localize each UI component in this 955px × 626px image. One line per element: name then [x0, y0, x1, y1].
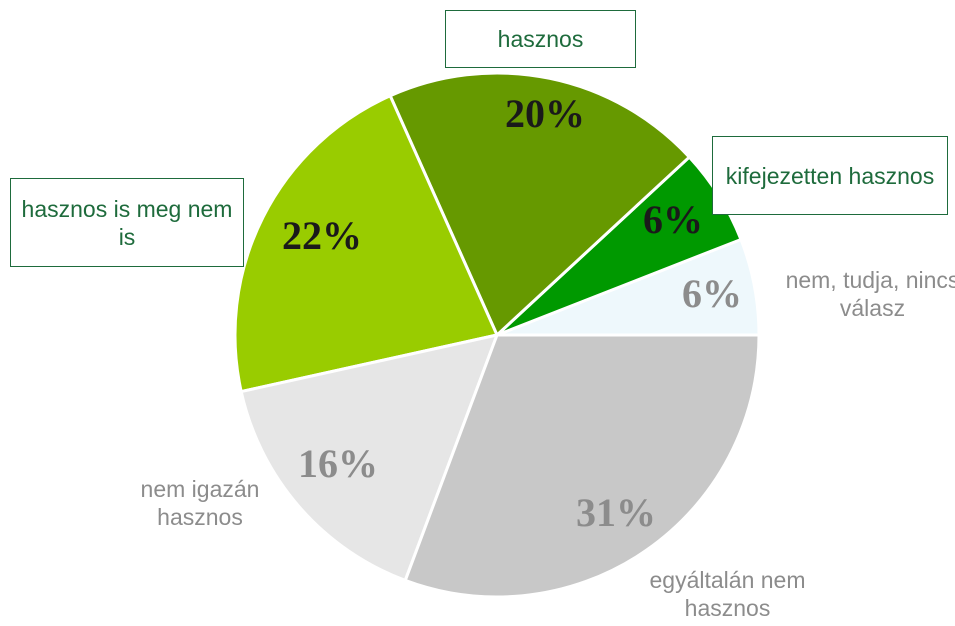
- category-label: hasznos is meg nem is: [10, 178, 244, 267]
- category-label: nem igazán hasznos: [140, 476, 260, 530]
- pie-slice: [239, 332, 500, 583]
- value-label: 16%: [298, 441, 378, 486]
- pie-slice: [388, 71, 692, 338]
- category-label: kifejezetten hasznos: [712, 136, 948, 215]
- value-label: 22%: [282, 213, 362, 258]
- value-label: 6%: [643, 197, 703, 242]
- pie-slice: [233, 93, 500, 394]
- value-label: 31%: [576, 490, 656, 535]
- category-label: hasznos: [445, 10, 636, 68]
- value-label: 20%: [505, 91, 585, 136]
- category-label: egyáltalán nem hasznos: [649, 566, 806, 621]
- value-label: 6%: [682, 271, 742, 316]
- pie-slice: [403, 333, 761, 599]
- category-label: nem, tudja, nincs válasz: [785, 267, 955, 321]
